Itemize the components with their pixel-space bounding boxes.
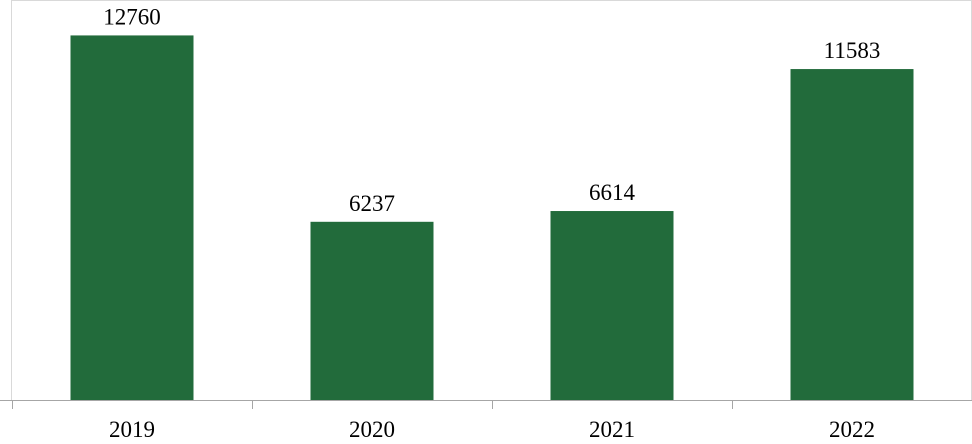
- x-tick-label-2021: 2021: [589, 417, 635, 442]
- x-tick-label-2019: 2019: [109, 417, 155, 442]
- data-label-2022: 11583: [824, 38, 881, 63]
- bar-2019: [70, 35, 194, 401]
- x-tick-label-2020: 2020: [349, 417, 395, 442]
- x-tick-label-2022: 2022: [829, 417, 875, 442]
- data-label-2020: 6237: [349, 191, 395, 216]
- data-label-2019: 12760: [103, 4, 161, 29]
- bar-2022: [790, 69, 914, 401]
- bars-layer: [70, 35, 914, 401]
- bar-2020: [310, 221, 434, 400]
- bar-2021: [550, 211, 674, 400]
- x-axis: [0, 400, 972, 409]
- data-label-2021: 6614: [589, 180, 636, 205]
- labels-layer: 12760 2019 6237 2020 6614 2021 11583 2022: [103, 4, 880, 442]
